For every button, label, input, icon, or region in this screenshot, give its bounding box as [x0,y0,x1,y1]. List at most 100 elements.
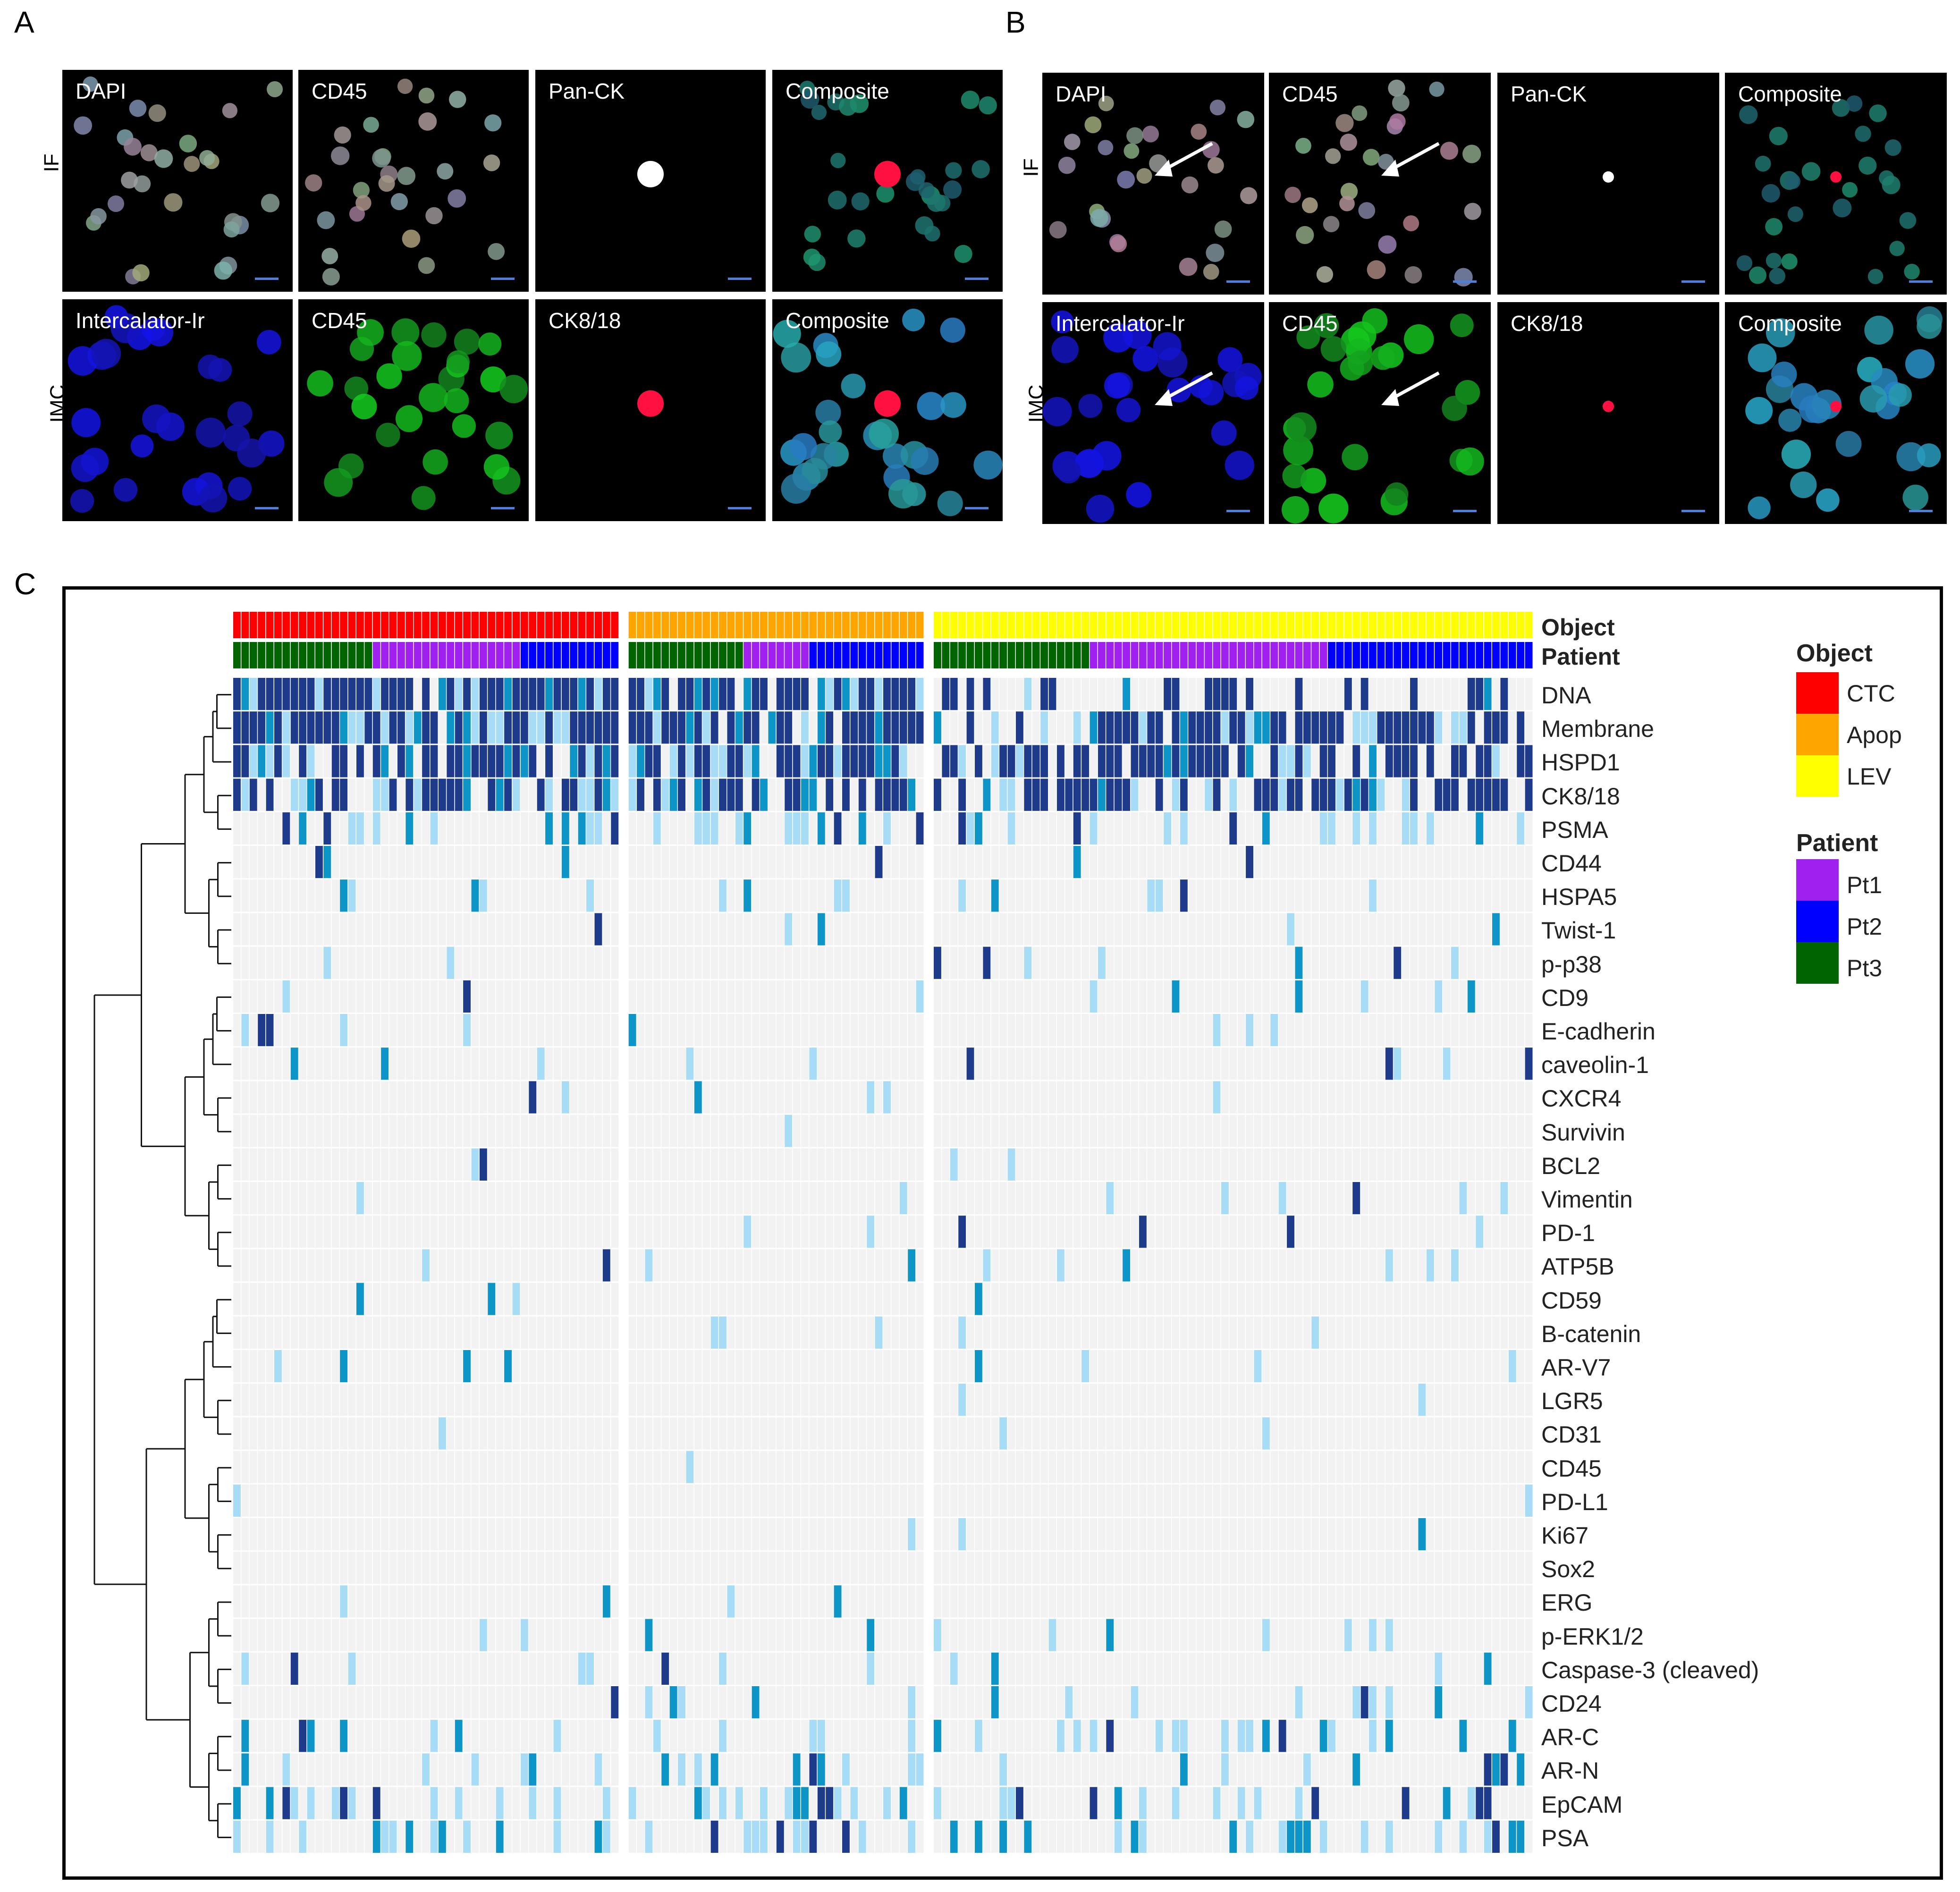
heatmap-cell [545,946,553,979]
heatmap-cell [768,1316,776,1349]
heatmap-cell [1155,1484,1163,1517]
heatmap-cell [1172,778,1180,811]
heatmap-cell [1237,1619,1245,1651]
heatmap-cell [983,1081,991,1114]
heatmap-cell [801,1585,809,1618]
heatmap-cell [1278,1014,1286,1047]
heatmap-cell [908,1350,916,1383]
heatmap-cell [241,1014,249,1047]
heatmap-cell [801,1216,809,1248]
heatmap-cell [1131,846,1139,878]
heatmap-cell [1040,1182,1048,1215]
heatmap-cell [942,1115,950,1147]
heatmap-cell [793,946,801,979]
heatmap-cell [471,678,479,710]
heatmap-cell [842,1451,850,1483]
heatmap-cell [1131,1753,1139,1786]
heatmap-cell [1147,678,1155,710]
heatmap-cell [364,1451,372,1483]
heatmap-cell [776,1182,784,1215]
heatmap-cell [1319,778,1327,811]
heatmap-cell [406,1216,414,1248]
heatmap-cell [1106,1686,1114,1719]
heatmap-cell [389,1686,397,1719]
heatmap-cell [834,1081,842,1114]
heatmap-cell [694,1787,702,1819]
heatmap-cell [233,1316,241,1349]
heatmap-cell [282,1047,290,1080]
heatmap-cell [249,711,257,744]
heatmap-cell [414,1283,422,1315]
heatmap-cell [834,812,842,845]
heatmap-cell [331,913,339,946]
heatmap-cell [463,846,471,878]
heatmap-cell [1106,1820,1114,1853]
patient-annotation-cell [966,642,974,668]
heatmap-cell [1295,1249,1303,1282]
heatmap-cell [553,879,561,912]
heatmap-cell [760,1384,768,1416]
heatmap-cell [397,879,405,912]
heatmap-cell [999,1182,1007,1215]
heatmap-cell [842,1552,850,1584]
heatmap-cell [258,980,266,1013]
patient-annotation-cell [356,642,364,668]
heatmap-cell [471,1081,479,1114]
heatmap-cell [983,946,991,979]
heatmap-cell [537,1585,545,1618]
heatmap-cell [364,1552,372,1584]
heatmap-cell [299,1619,307,1651]
heatmap-cell [842,879,850,912]
heatmap-cell [504,1148,512,1181]
heatmap-cell [529,1316,537,1349]
heatmap-cell [1229,1014,1237,1047]
heatmap-cell [908,1316,916,1349]
heatmap-cell [561,1249,569,1282]
heatmap-cell [916,846,924,878]
heatmap-cell [1262,1148,1270,1181]
heatmap-cell [1188,1820,1196,1853]
heatmap-cell [743,1047,752,1080]
heatmap-cell [858,1451,866,1483]
heatmap-cell [520,1619,528,1651]
heatmap-cell [594,1182,602,1215]
heatmap-cell [867,1484,875,1517]
heatmap-cell [307,812,315,845]
heatmap-cell [594,913,602,946]
heatmap-cell [891,1047,899,1080]
heatmap-cell [233,879,241,912]
heatmap-cell [504,846,512,878]
heatmap-cell [1155,1182,1163,1215]
heatmap-cell [1172,1585,1180,1618]
heatmap-cell [340,1182,348,1215]
heatmap-cell [850,745,858,777]
patient-annotation-cell [512,642,520,668]
object-annotation-cell [537,612,545,638]
object-annotation-cell [801,612,809,638]
heatmap-cell [991,745,999,777]
heatmap-cell [785,1350,793,1383]
heatmap-cell [1172,1686,1180,1719]
heatmap-cell [669,1753,677,1786]
heatmap-cell [307,745,315,777]
heatmap-cell [307,1619,315,1651]
heatmap-cell [274,1115,282,1147]
heatmap-cell [991,1552,999,1584]
patient-annotation-cell [809,642,817,668]
heatmap-cell [406,1081,414,1114]
object-annotation-cell [678,612,685,638]
heatmap-cell [1065,1484,1073,1517]
heatmap-cell [1131,1585,1139,1618]
heatmap-cell [241,1484,249,1517]
heatmap-cell [414,946,422,979]
heatmap-cell [899,879,907,912]
heatmap-cell [1295,1686,1303,1719]
heatmap-cell [1090,1384,1098,1416]
heatmap-cell [727,1518,735,1551]
heatmap-cell [974,1720,982,1752]
heatmap-cell [858,1787,866,1819]
heatmap-cell [290,1148,298,1181]
heatmap-cell [727,678,735,710]
heatmap-cell [1196,1283,1204,1315]
heatmap-cell [899,1585,907,1618]
